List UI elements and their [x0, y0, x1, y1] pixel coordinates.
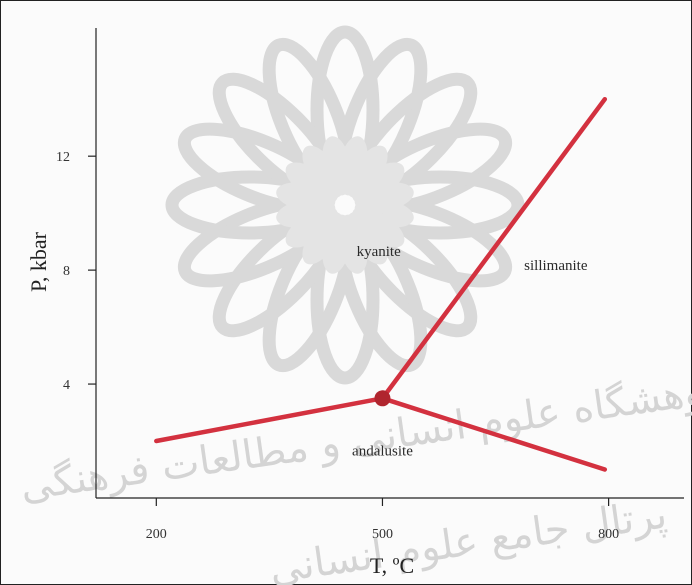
phase-boundary-line — [154, 396, 385, 444]
rosette-inner-petal — [322, 136, 353, 196]
region-label-andalusite: andalusite — [352, 443, 413, 459]
region-label-sillimanite: sillimanite — [524, 258, 588, 274]
y-tick-label: 12 — [56, 150, 70, 165]
phase-boundary-line — [380, 396, 608, 472]
axis-ticks: 4 8 12 200 500 800 — [56, 150, 619, 542]
rosette-watermark-icon — [165, 25, 525, 385]
x-axis-title: T, ºC — [370, 553, 414, 578]
region-label-kyanite: kyanite — [357, 244, 401, 260]
watermark-text-line-1: پژوهشگاه علوم انسانی و مطالعات فرهنگی — [17, 364, 692, 510]
y-tick-label: 8 — [63, 264, 70, 279]
x-tick-label: 200 — [146, 527, 167, 542]
x-tick-label: 800 — [598, 527, 619, 542]
x-tick-label: 500 — [372, 527, 393, 542]
region-labels: kyanite sillimanite andalusite — [352, 244, 588, 459]
phase-boundary-line — [380, 96, 608, 401]
phase-boundary-lines — [154, 96, 608, 472]
y-tick-label: 4 — [63, 378, 70, 393]
triple-point-marker — [374, 390, 391, 407]
y-axis-title: P, kbar — [26, 231, 51, 292]
